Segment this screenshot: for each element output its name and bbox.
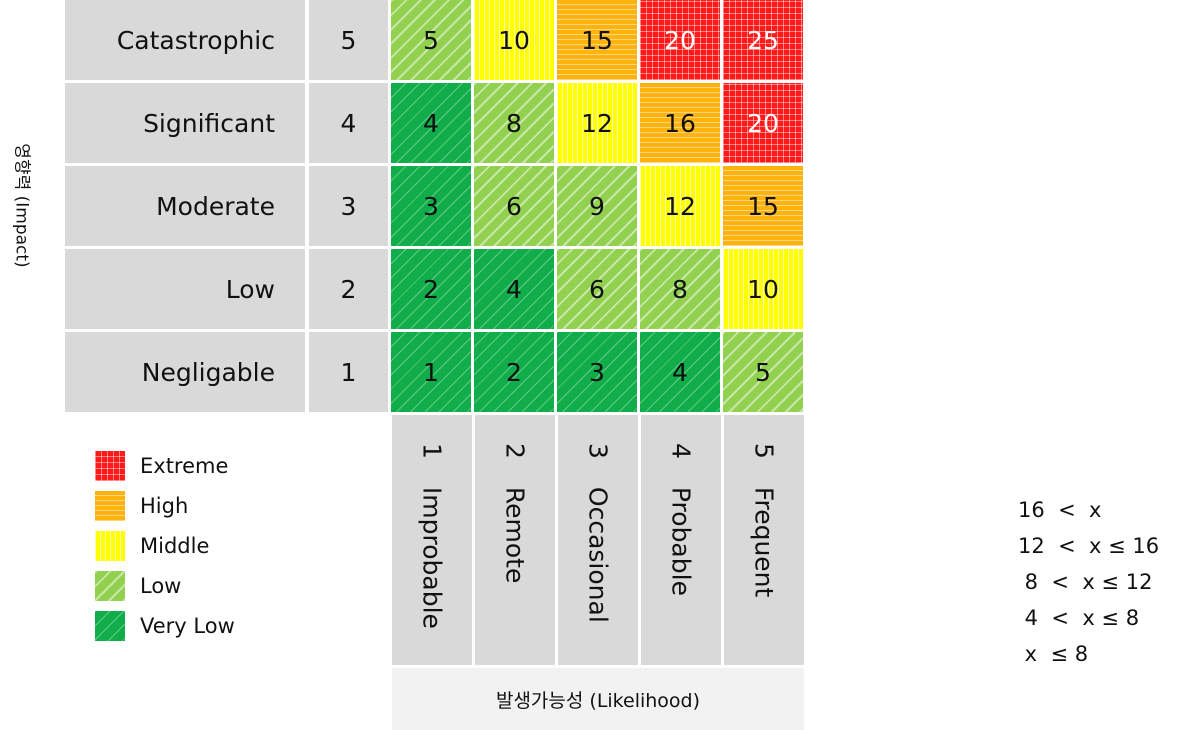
legend-swatch-extreme: [95, 451, 125, 481]
legend-label: Middle: [140, 534, 210, 558]
impact-value-4: 4: [309, 83, 388, 163]
likelihood-axis-label: 발생가능성 (Likelihood): [392, 668, 804, 730]
matrix-cell: 3: [391, 166, 471, 246]
threshold-extreme: 16 < x: [1018, 498, 1102, 522]
likelihood-number: 4: [666, 443, 696, 459]
matrix-cell: 4: [640, 332, 720, 412]
legend-item-high: High: [95, 486, 235, 526]
matrix-cell: 4: [391, 83, 471, 163]
impact-label-catastrophic: Catastrophic: [65, 0, 305, 80]
likelihood-header-occasional: 3 Occasional: [558, 415, 638, 665]
legend-item-very-low: Very Low: [95, 606, 235, 646]
matrix-cell: 6: [474, 166, 554, 246]
likelihood-header-improbable: 1 Improbable: [392, 415, 472, 665]
matrix-cell: 12: [640, 166, 720, 246]
matrix-cell: 16: [640, 83, 720, 163]
legend-swatch-middle: [95, 531, 125, 561]
matrix-cell: 8: [640, 249, 720, 329]
likelihood-label: Improbable: [417, 486, 447, 629]
matrix-cell: 10: [723, 249, 803, 329]
likelihood-number: 5: [749, 443, 779, 459]
impact-value-1: 1: [309, 332, 388, 412]
threshold-low: 4 < x ≤ 8: [1018, 606, 1140, 630]
likelihood-number: 2: [500, 443, 530, 459]
impact-label-moderate: Moderate: [65, 166, 305, 246]
likelihood-label: Probable: [666, 486, 696, 596]
threshold-middle: 8 < x ≤ 12: [1018, 570, 1153, 594]
legend-swatch-very-low: [95, 611, 125, 641]
legend-label: High: [140, 494, 189, 518]
likelihood-number: 3: [583, 443, 613, 459]
matrix-cell: 15: [557, 0, 637, 80]
matrix-cell: 3: [557, 332, 637, 412]
matrix-cell: 9: [557, 166, 637, 246]
matrix-cell: 20: [723, 83, 803, 163]
threshold-high: 12 < x ≤ 16: [1018, 534, 1160, 558]
impact-axis-label: 영향력 (Impact): [12, 130, 36, 280]
likelihood-header-probable: 4 Probable: [641, 415, 721, 665]
legend: Extreme High Middle Low Very Low: [95, 446, 235, 646]
matrix-cell: 5: [723, 332, 803, 412]
matrix-cell: 4: [474, 249, 554, 329]
legend-label: Low: [140, 574, 182, 598]
threshold-very-low: x ≤ 8: [1018, 642, 1089, 666]
likelihood-number: 1: [417, 443, 447, 459]
matrix-cell: 6: [557, 249, 637, 329]
matrix-cell: 20: [640, 0, 720, 80]
likelihood-header-remote: 2 Remote: [475, 415, 555, 665]
legend-swatch-high: [95, 491, 125, 521]
legend-item-extreme: Extreme: [95, 446, 235, 486]
matrix-cell: 5: [391, 0, 471, 80]
matrix-cell: 2: [391, 249, 471, 329]
matrix-cell: 15: [723, 166, 803, 246]
impact-label-low: Low: [65, 249, 305, 329]
impact-value-5: 5: [309, 0, 388, 80]
matrix-cell: 8: [474, 83, 554, 163]
impact-value-3: 3: [309, 166, 388, 246]
likelihood-label: Frequent: [749, 486, 779, 598]
legend-item-low: Low: [95, 566, 235, 606]
legend-item-middle: Middle: [95, 526, 235, 566]
impact-label-significant: Significant: [65, 83, 305, 163]
matrix-cell: 2: [474, 332, 554, 412]
matrix-cell: 10: [474, 0, 554, 80]
matrix-cell: 1: [391, 332, 471, 412]
legend-swatch-low: [95, 571, 125, 601]
impact-axis-text: 영향력 (Impact): [11, 142, 32, 268]
likelihood-label: Remote: [500, 486, 530, 584]
legend-label: Extreme: [140, 454, 229, 478]
impact-value-2: 2: [309, 249, 388, 329]
likelihood-header-frequent: 5 Frequent: [724, 415, 804, 665]
legend-label: Very Low: [140, 614, 235, 638]
matrix-cell: 25: [723, 0, 803, 80]
threshold-list: 16 < x 12 < x ≤ 16 8 < x ≤ 12 4 < x ≤ 8 …: [1018, 492, 1159, 672]
matrix-cell: 12: [557, 83, 637, 163]
impact-label-negligable: Negligable: [65, 332, 305, 412]
likelihood-label: Occasional: [583, 486, 613, 623]
